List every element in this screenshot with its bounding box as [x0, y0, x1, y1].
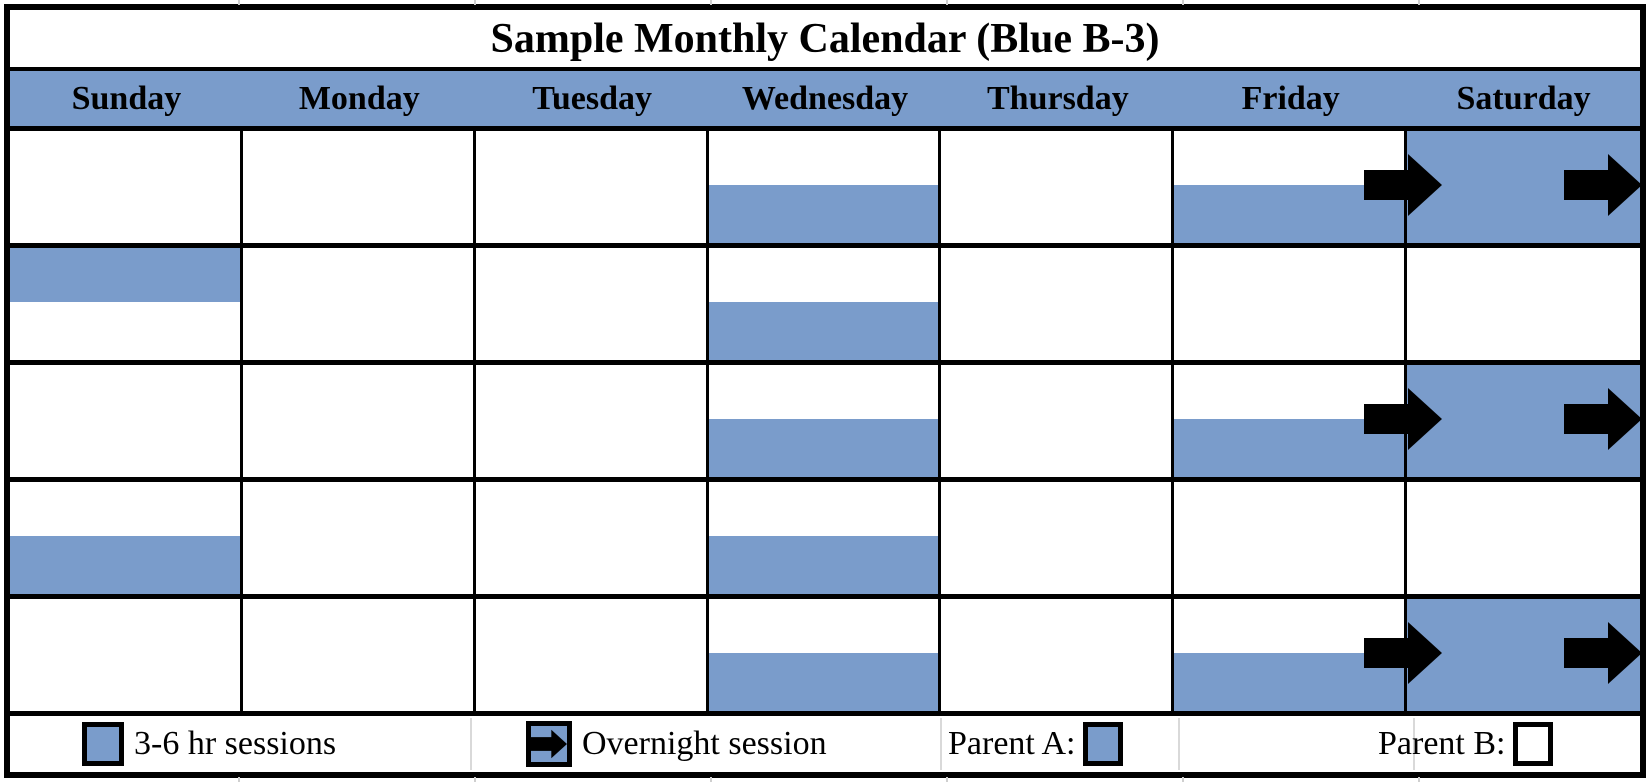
week-row-5 [10, 599, 1642, 716]
gridline-tick [1178, 718, 1180, 770]
week-row-3 [10, 365, 1642, 482]
cell-w4-sunday[interactable] [10, 482, 243, 594]
cell-w1-tuesday[interactable] [475, 131, 709, 243]
overnight-arrow-icon [1564, 621, 1642, 684]
session-fill-bottom [708, 418, 939, 477]
cell-w4-tuesday[interactable] [475, 482, 709, 594]
cell-w1-saturday[interactable] [1407, 131, 1642, 243]
weeks-container [10, 131, 1642, 716]
session-fill-bottom [708, 301, 939, 360]
overnight-arrow-icon [1564, 387, 1642, 450]
gridline-tick [946, 777, 948, 782]
gridline-tick [474, 0, 476, 5]
gridline-tick [1182, 777, 1184, 782]
cell-w2-thursday[interactable] [941, 248, 1175, 360]
legend-parent-a-label: Parent A: [948, 725, 1076, 762]
gridline-tick [940, 718, 942, 770]
session-fill-bottom [708, 535, 939, 594]
cell-w2-wednesday[interactable] [708, 248, 942, 360]
cell-w4-monday[interactable] [242, 482, 476, 594]
session-color-swatch [82, 722, 124, 766]
cell-w5-tuesday[interactable] [475, 599, 709, 711]
legend-parent-a-item: Parent A: [948, 716, 1124, 772]
legend-session-item: 3-6 hr sessions [82, 716, 336, 772]
cell-w2-tuesday[interactable] [475, 248, 709, 360]
gridline-tick [1418, 0, 1420, 5]
cell-w1-monday[interactable] [242, 131, 476, 243]
overnight-arrow-swatch [526, 721, 572, 767]
cell-w5-saturday[interactable] [1407, 599, 1642, 711]
week-row-2 [10, 248, 1640, 365]
page-title: Sample Monthly Calendar (Blue B-3) [10, 10, 1640, 71]
header-wednesday[interactable]: Wednesday [741, 79, 909, 117]
parent-b-color-swatch [1513, 722, 1554, 766]
session-fill-bottom [10, 535, 240, 594]
cell-w4-saturday[interactable] [1407, 482, 1640, 594]
legend-session-label: 3-6 hr sessions [134, 725, 337, 762]
cell-w2-sunday[interactable] [10, 248, 243, 360]
header-sunday[interactable]: Sunday [71, 79, 182, 117]
legend-overnight-item: Overnight session [526, 716, 827, 772]
cell-w5-sunday[interactable] [10, 599, 243, 711]
cell-w4-wednesday[interactable] [708, 482, 942, 594]
cell-w3-tuesday[interactable] [475, 365, 709, 477]
cell-w3-monday[interactable] [242, 365, 476, 477]
gridline-tick [474, 777, 476, 782]
header-saturday[interactable]: Saturday [1456, 79, 1591, 117]
overnight-arrow-icon [531, 729, 567, 759]
cell-w2-saturday[interactable] [1407, 248, 1640, 360]
cell-w5-thursday[interactable] [941, 599, 1175, 711]
legend-parent-b-label: Parent B: [1378, 725, 1506, 762]
overnight-arrow-icon [1364, 153, 1443, 216]
gridline-tick [946, 0, 948, 5]
header-thursday[interactable]: Thursday [986, 79, 1129, 117]
gridline-tick [710, 0, 712, 5]
cell-w3-wednesday[interactable] [708, 365, 942, 477]
cell-w2-monday[interactable] [242, 248, 476, 360]
cell-w5-friday[interactable] [1174, 599, 1443, 711]
cell-w3-sunday[interactable] [10, 365, 243, 477]
cell-w1-wednesday[interactable] [708, 131, 942, 243]
week-row-1 [10, 131, 1642, 248]
cell-w1-thursday[interactable] [941, 131, 1175, 243]
header-friday[interactable]: Friday [1241, 79, 1340, 117]
session-fill-bottom [708, 184, 939, 243]
cell-w3-friday[interactable] [1174, 365, 1443, 477]
cell-w2-friday[interactable] [1174, 248, 1408, 360]
cell-w3-saturday[interactable] [1407, 365, 1642, 477]
cell-w1-sunday[interactable] [10, 131, 243, 243]
cell-w4-thursday[interactable] [941, 482, 1175, 594]
legend-parent-b-item: Parent B: [1378, 716, 1554, 772]
overnight-arrow-icon [1364, 387, 1443, 450]
header-monday[interactable]: Monday [298, 79, 420, 117]
parent-a-color-swatch [1083, 722, 1124, 766]
gridline-tick [238, 777, 240, 782]
session-fill-bottom [708, 652, 939, 711]
gridline-tick [470, 718, 472, 770]
overnight-arrow-icon [1564, 153, 1642, 216]
cell-w5-monday[interactable] [242, 599, 476, 711]
cell-w3-thursday[interactable] [941, 365, 1175, 477]
overnight-arrow-icon [1364, 621, 1443, 684]
session-fill-top [10, 248, 240, 302]
gridline-tick [1413, 718, 1415, 770]
gridline-tick [238, 0, 240, 5]
legend-overnight-label: Overnight session [582, 725, 827, 762]
header-tuesday[interactable]: Tuesday [532, 79, 652, 117]
cell-w1-friday[interactable] [1174, 131, 1443, 243]
day-header-row: Sunday Monday Tuesday Wednesday Thursday Frid… [10, 71, 1640, 131]
week-row-4 [10, 482, 1640, 599]
gridline-tick [1418, 777, 1420, 782]
calendar-table: Sample Monthly Calendar (Blue B-3) Sunda… [4, 4, 1646, 778]
cell-w5-wednesday[interactable] [708, 599, 942, 711]
legend-row: 3-6 hr sessions Overnight session Parent… [10, 716, 1640, 772]
gridline-tick [710, 777, 712, 782]
cell-w4-friday[interactable] [1174, 482, 1408, 594]
gridline-tick [1182, 0, 1184, 5]
